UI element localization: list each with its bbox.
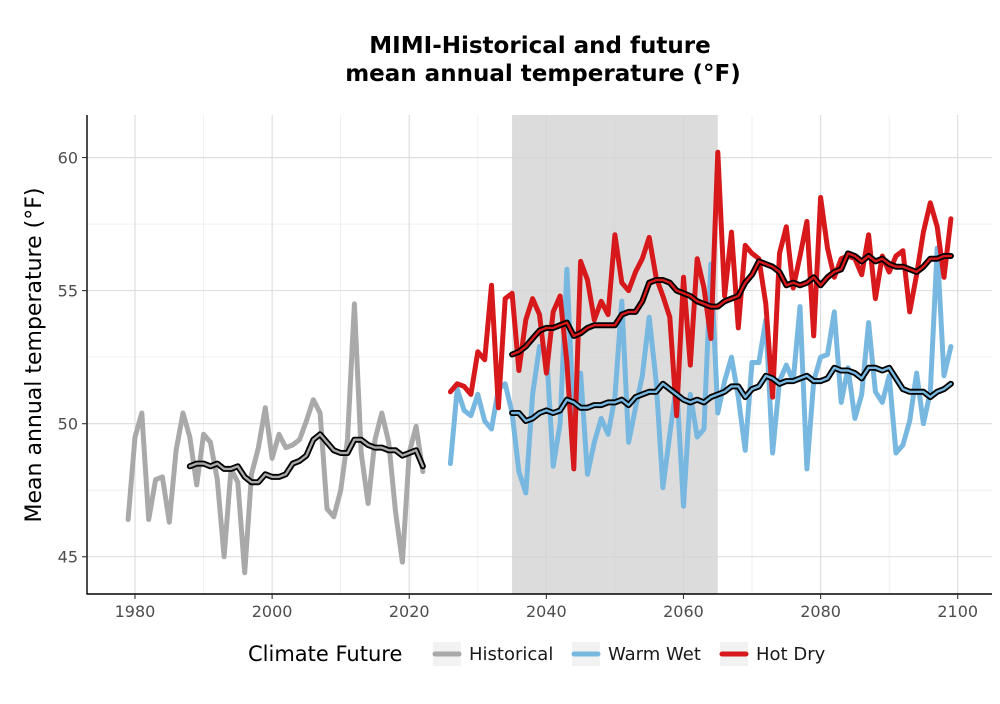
series-line-hot-dry — [447, 149, 954, 472]
x-tick-label: 2040 — [526, 602, 567, 621]
y-tick-label: 60 — [58, 149, 78, 168]
series-line-warm-wet — [447, 245, 954, 509]
legend-label-warm-wet: Warm Wet — [608, 644, 701, 665]
smoothed-line-hot-dry — [510, 252, 953, 356]
series-line-historical — [125, 301, 426, 576]
legend-title: Climate Future — [248, 642, 402, 666]
smoothed-line-warm-wet — [510, 366, 953, 423]
smoothed-line-historical — [188, 433, 425, 484]
x-tick-label: 1980 — [115, 602, 156, 621]
x-tick-label: 2100 — [937, 602, 978, 621]
x-tick-label: 2080 — [800, 602, 841, 621]
y-axis-title: Mean annual temperature (°F) — [22, 188, 47, 523]
chart-title-line1: MIMI-Historical and future — [369, 33, 710, 59]
x-tick-label: 2020 — [389, 602, 430, 621]
legend-label-historical: Historical — [469, 644, 553, 665]
y-tick-label: 55 — [58, 282, 78, 301]
x-tick-label: 2000 — [252, 602, 293, 621]
chart-title-line2: mean annual temperature (°F) — [345, 61, 741, 87]
legend-label-hot-dry: Hot Dry — [756, 644, 826, 665]
y-tick-label: 45 — [58, 548, 78, 567]
y-tick-label: 50 — [58, 415, 78, 434]
x-tick-label: 2060 — [663, 602, 704, 621]
